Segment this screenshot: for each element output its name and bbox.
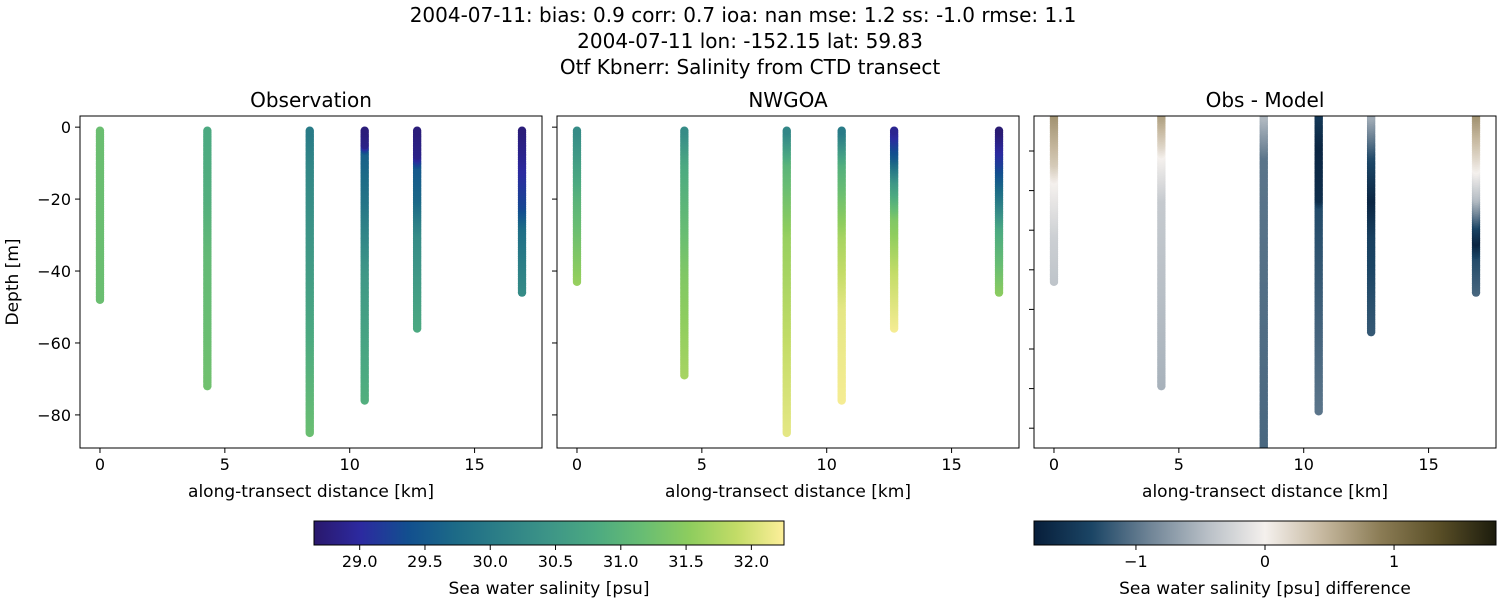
colorbar-difference: Sea water salinity [psu] difference −1 0 1 [1033,520,1497,599]
data-point [994,126,1004,135]
data-points [95,126,527,438]
panel-title: NWGOA [748,88,828,112]
station-profile [360,126,369,405]
station-profile [412,126,422,333]
data-point [1259,116,1268,121]
panel-title: Observation [250,88,372,112]
y-axis-label: Depth [m] [3,238,23,325]
x-tick-label: 0 [572,455,582,474]
station-profile [837,126,846,405]
x-tick-label: 15 [941,455,961,474]
y-tick-label: −20 [37,190,71,209]
data-point [1260,454,1268,462]
data-point [1314,116,1323,121]
x-tick-label: 5 [697,455,707,474]
y-tick-label: −40 [37,262,71,281]
x-tick-label: 15 [1418,455,1438,474]
station-profile [1157,116,1166,391]
x-tick-label: 15 [464,455,484,474]
colorbar-gradient [313,520,785,546]
data-point [412,126,422,135]
data-point [680,126,689,135]
data-point [572,126,582,135]
data-point [1260,452,1268,460]
data-point [1471,116,1481,121]
station-profile [1049,116,1059,287]
colorbar-salinity: Sea water salinity [psu] 29.0 29.5 30.0 30.… [313,520,785,599]
colorbar-tick-label: 29.5 [407,552,443,571]
station-profile [95,126,105,305]
station-profile [680,126,689,380]
colorbar-gradient [1033,520,1497,546]
data-point [1157,116,1166,121]
data-point [1260,450,1268,458]
axes-frame [79,115,543,449]
data-point [95,126,105,135]
x-axis-label: along-transect distance [km] [188,482,434,502]
suptitle-line-1: 2004-07-11: bias: 0.9 corr: 0.7 ioa: nan… [410,3,1077,27]
data-point [1049,116,1059,121]
x-tick-label: 0 [95,455,105,474]
station-profile [1259,116,1268,462]
colorbar-tick-label: 31.5 [668,552,704,571]
y-tick-label: 0 [61,118,71,137]
station-profile [517,126,527,297]
suptitle-line-2: 2004-07-11 lon: -152.15 lat: 59.83 [577,29,923,53]
colorbar-tick-label: 32.0 [734,552,770,571]
station-profile [1314,116,1323,416]
suptitle-line-3: Otf Kbnerr: Salinity from CTD transect [560,55,941,79]
colorbar-label: Sea water salinity [psu] [449,579,650,599]
station-profile [1471,116,1481,297]
panel-obs-minus-model: Obs - Model along-transect distance [km]… [1029,88,1497,502]
station-profile [1366,116,1376,337]
x-tick-label: 10 [817,455,837,474]
x-tick-label: 5 [1174,455,1184,474]
data-point [889,126,899,135]
station-profile [305,126,314,438]
x-tick-label: 0 [1049,455,1059,474]
panel-nwgoa: NWGOA along-transect distance [km] 0 5 10 1… [552,88,1020,502]
colorbar-tick-label: 0 [1260,552,1270,571]
colorbar-tick-label: 30.5 [538,552,574,571]
data-point [1366,116,1376,121]
x-tick-label: 5 [220,455,230,474]
colorbar-tick-label: 29.0 [342,552,378,571]
data-point [305,126,314,135]
colorbar-label: Sea water salinity [psu] difference [1119,579,1411,599]
x-tick-label: 10 [1294,455,1314,474]
panel-title: Obs - Model [1206,88,1325,112]
x-axis-label: along-transect distance [km] [665,482,911,502]
y-tick-label: −60 [37,334,71,353]
data-point [837,126,846,135]
colorbar-tick-label: 1 [1389,552,1399,571]
data-point [517,126,527,135]
station-profile [572,126,582,287]
colorbar-tick-label: 31.0 [603,552,639,571]
axes-frame [1033,115,1497,449]
y-tick-label: −80 [37,406,71,425]
station-profile [889,126,899,333]
colorbar-tick-label: −1 [1124,552,1148,571]
x-tick-label: 10 [340,455,360,474]
data-point [360,126,369,135]
data-point [203,126,212,135]
station-profile [994,126,1004,297]
data-points [1049,116,1481,462]
colorbar-tick-label: 30.0 [472,552,508,571]
x-axis-label: along-transect distance [km] [1142,482,1388,502]
station-profile [782,126,791,438]
data-points [572,126,1004,438]
data-point [1260,448,1268,456]
axes-frame [556,115,1020,449]
panel-observation: Observation along-transect distance [km]… [3,88,543,502]
station-profile [203,126,212,391]
data-point [782,126,791,135]
